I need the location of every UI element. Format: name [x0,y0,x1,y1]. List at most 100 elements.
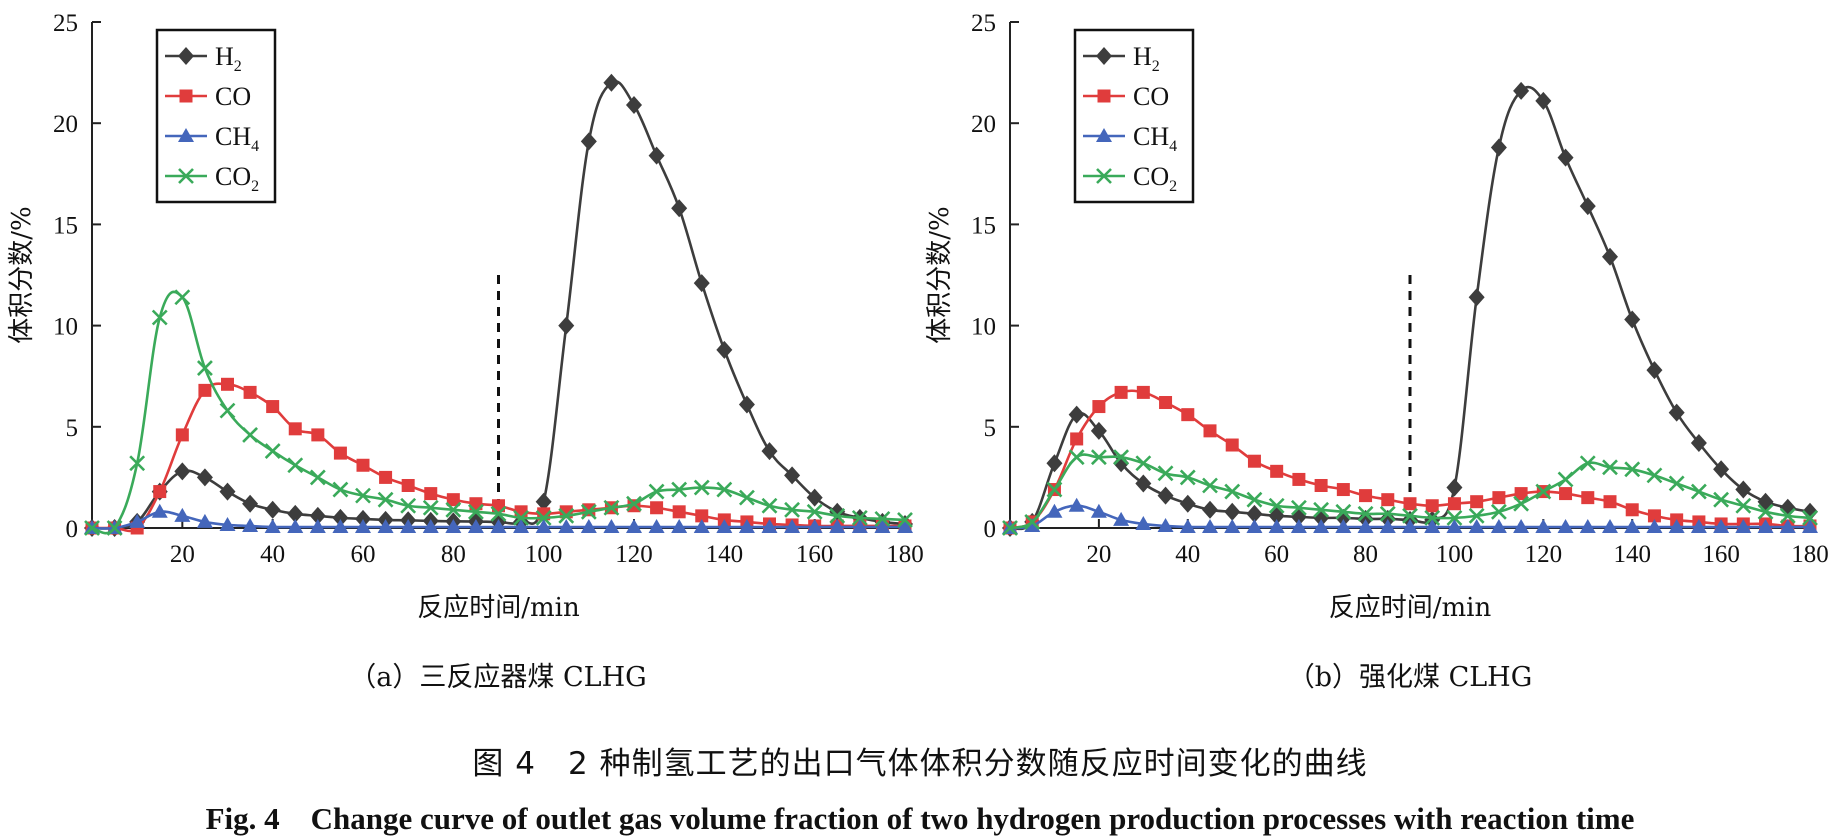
data-point-co2 [106,520,123,536]
data-point-co2 [84,520,100,536]
data-point-ch4 [761,518,778,533]
data-point-ch4 [626,518,642,533]
data-point-co2 [1157,465,1174,482]
data-point-co2 [738,489,755,506]
data-point-co2 [851,509,868,526]
data-point-ch4 [309,518,326,533]
data-point-co2 [1002,520,1018,536]
data-point-h2 [196,468,213,487]
data-point-co [266,400,280,414]
y-tick-label: 20 [971,111,996,138]
data-point-h2 [1224,502,1241,521]
data-point-h2 [1290,507,1307,526]
data-point-co2 [1290,499,1307,516]
data-point-co2 [603,499,620,516]
data-point-h2 [1690,433,1707,452]
data-point-co2 [1490,503,1507,520]
data-point-ch4 [242,517,259,532]
data-point-ch4 [1402,518,1418,533]
data-point-co [1359,489,1373,503]
data-point-ch4 [580,518,597,533]
data-point-co2 [490,505,507,522]
data-point-co2 [535,509,552,526]
data-point-h2 [1646,361,1663,380]
x-tick-label: 120 [615,541,653,568]
data-point-co2 [1179,469,1196,486]
data-point-h2 [693,274,710,293]
legend-marker-ch4 [1096,128,1112,142]
x-axis-title: 反应时间/min [1329,593,1492,623]
legend-marker-co2 [178,168,194,184]
x-tick-label: 160 [1702,541,1740,568]
data-point-co [446,493,460,507]
legend-label: CO [215,82,251,111]
data-point-co2 [264,443,281,460]
x-tick-label: 80 [1353,541,1378,568]
x-tick-label: 120 [1525,541,1563,568]
data-point-h2 [648,146,665,165]
series-h2 [1002,81,1818,537]
x-tick-label: 180 [886,541,924,568]
data-point-h2 [1202,500,1218,519]
data-point-ch4 [445,518,462,533]
data-point-co [1247,454,1261,468]
legend-label: CO [1133,82,1169,111]
y-tick-label: 5 [66,415,79,442]
data-point-co2 [806,503,823,520]
data-point-ch4 [287,518,304,533]
data-point-co2 [242,426,259,443]
data-point-ch4 [1757,518,1774,533]
x-tick-label: 40 [1175,541,1200,568]
legend-label-subscript: 4 [251,138,259,155]
data-point-ch4 [693,518,710,533]
chart-panel-b: 0 5 10 15 20 25 20 40 60 80 100 120 140 160 180 反应时间/mi… [925,10,1829,693]
y-tick-label: 10 [53,314,78,341]
data-point-co [650,501,664,515]
chart-panel-a: 0 5 10 15 20 25 20 40 60 80 100 120 140 160 180 反应时间/mi… [7,10,924,693]
data-point-ch4 [1113,511,1130,526]
data-point-ch4 [196,513,213,528]
data-point-h2 [580,132,597,151]
series-co2 [84,289,913,536]
data-point-h2 [1535,91,1552,110]
data-point-co2 [287,457,304,474]
x-tick-label: 80 [441,541,466,568]
data-point-h2 [219,482,236,501]
data-point-ch4 [1557,518,1574,533]
x-tick-label: 160 [796,541,834,568]
data-point-ch4 [1713,518,1730,533]
data-point-h2 [1246,504,1263,523]
data-point-ch4 [1624,518,1641,533]
data-point-h2 [761,442,778,461]
y-tick-label: 10 [971,314,996,341]
data-point-ch4 [1668,518,1685,533]
data-point-co2 [1046,481,1063,498]
data-point-ch4 [1779,518,1796,533]
data-point-h2 [174,462,191,481]
data-point-co [1581,491,1595,505]
data-point-h2 [1713,460,1730,479]
data-point-co [1492,491,1506,505]
data-point-co2 [1513,495,1530,512]
data-point-co2 [332,481,349,498]
data-point-h2 [287,504,304,523]
data-point-ch4 [558,518,575,533]
data-point-ch4 [1290,518,1307,533]
data-point-co2 [219,402,236,419]
data-point-co2 [1224,483,1241,500]
data-point-ch4 [897,518,913,533]
data-point-co [333,446,347,460]
data-point-ch4 [1090,503,1107,518]
data-point-ch4 [1246,518,1263,533]
data-point-co2 [445,501,462,518]
data-point-co [1203,424,1217,438]
data-point-co2 [784,501,801,518]
data-point-ch4 [1646,518,1663,533]
data-point-co2 [626,495,642,512]
data-point-h2 [1602,247,1618,266]
data-point-ch4 [1313,518,1330,533]
data-point-co2 [1268,497,1285,514]
data-point-co2 [1202,477,1218,494]
legend-label-subscript: 2 [1152,58,1160,75]
